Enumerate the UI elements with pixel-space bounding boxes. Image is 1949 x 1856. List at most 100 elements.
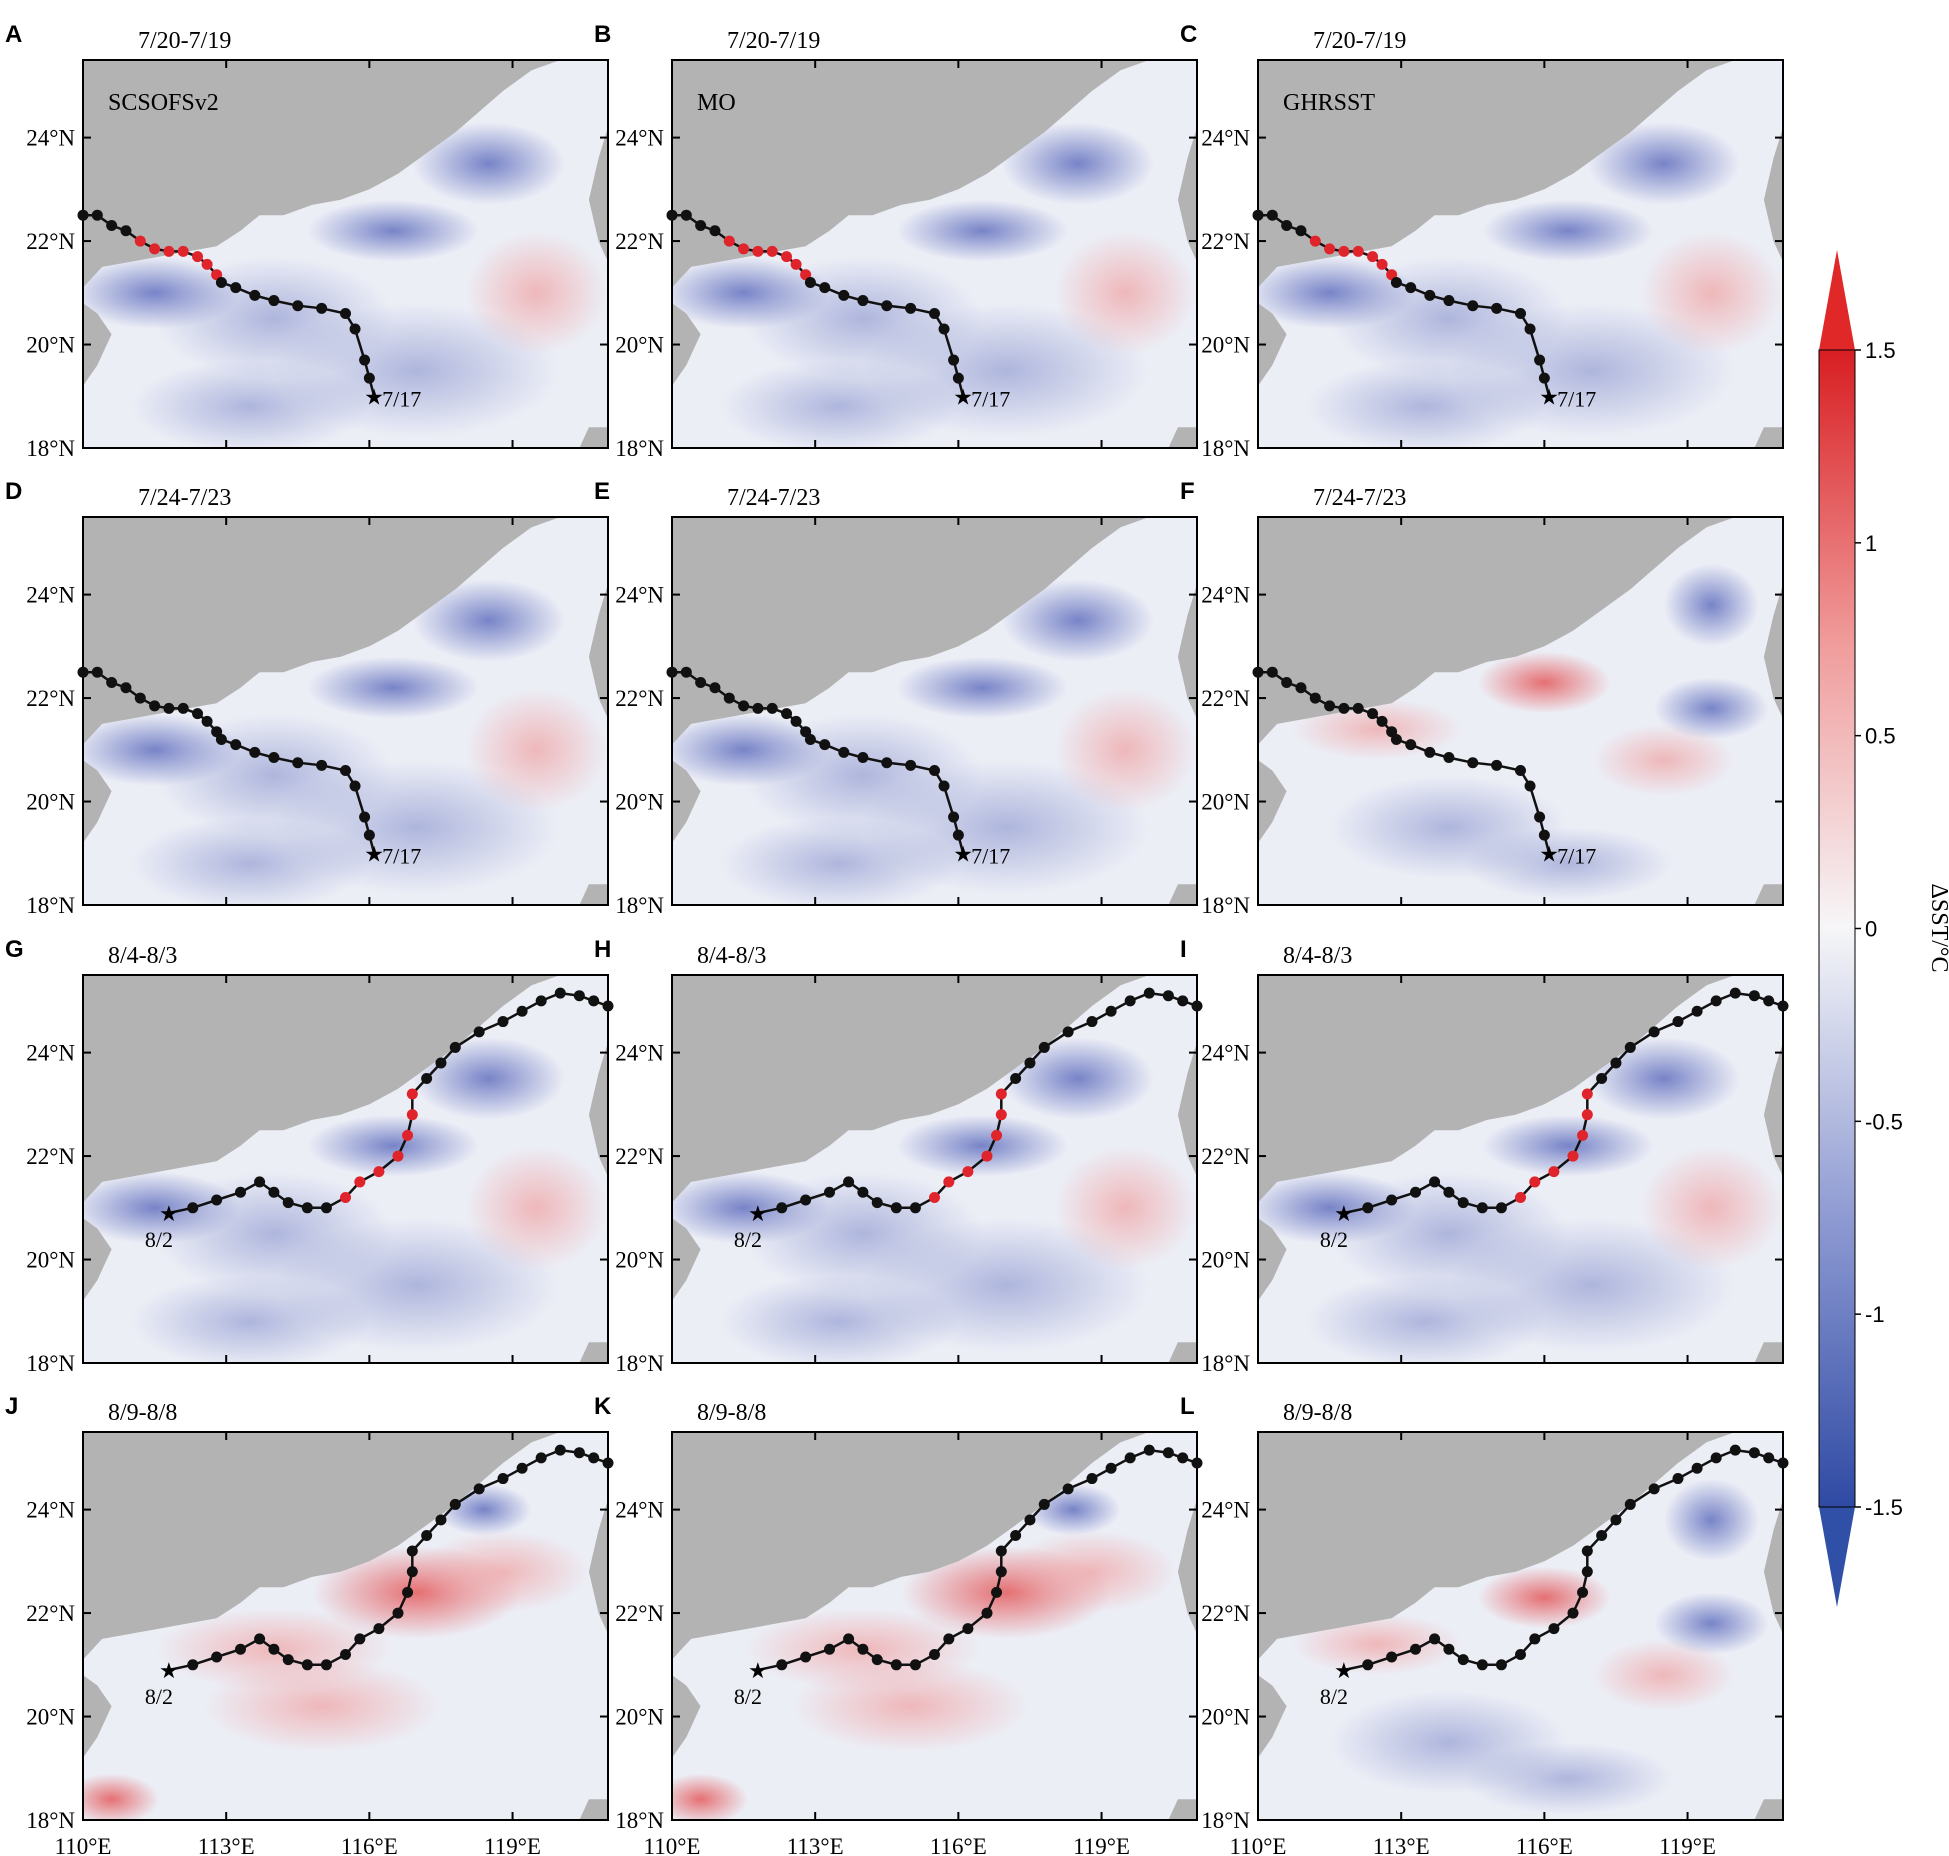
start-star-icon: ★ <box>953 384 973 409</box>
track-point <box>363 372 375 384</box>
anomaly-patch <box>464 687 608 812</box>
track-point <box>340 764 351 776</box>
track-point <box>766 245 778 257</box>
panel-letter: K <box>594 1393 612 1420</box>
map-frame <box>671 59 1198 449</box>
track-point <box>1443 295 1455 307</box>
lat-tick-label: 20°N <box>615 1248 664 1273</box>
track-point <box>790 715 802 727</box>
track-point <box>1390 276 1402 288</box>
track-point <box>991 1129 1003 1141</box>
track-point <box>1515 764 1526 776</box>
map-frame <box>671 516 1198 906</box>
track-point <box>1062 1483 1074 1495</box>
track-point <box>535 1452 547 1464</box>
track-point <box>1376 715 1388 727</box>
track-point <box>776 1659 788 1671</box>
track-point <box>680 209 692 221</box>
anomaly-patch <box>1001 579 1155 662</box>
track-point <box>1777 1457 1789 1469</box>
panel-letter: L <box>1180 1393 1195 1420</box>
track-point <box>1038 1498 1050 1510</box>
track-point <box>1124 995 1136 1007</box>
track-point <box>354 1633 366 1645</box>
dataset-label: SCSOFSv2 <box>108 90 219 116</box>
track-point <box>909 1659 921 1671</box>
colorbar-tick-label: 1.5 <box>1865 338 1896 363</box>
track-point <box>163 245 175 257</box>
track-point <box>871 1197 883 1209</box>
anomaly-patch <box>1654 1592 1769 1655</box>
anomaly-patch <box>412 579 566 662</box>
track-point <box>406 1109 418 1121</box>
track-point <box>1467 757 1479 769</box>
lat-tick-label: 22°N <box>615 686 664 711</box>
panel-f: 24°N 22°N 20°N 18°N F 7/24-7/23 ★7/17 <box>1180 478 1784 918</box>
anomaly-patch <box>1654 677 1769 740</box>
track-point <box>340 307 351 319</box>
track-point <box>962 1623 974 1635</box>
anomaly-patch <box>464 1145 608 1270</box>
colorbar-tick-label: 0.5 <box>1865 724 1896 749</box>
sst-anomaly-field <box>672 122 1197 448</box>
track-point <box>929 307 940 319</box>
track-point <box>1529 1176 1541 1188</box>
track-point <box>1610 1514 1622 1526</box>
track-point <box>282 1654 294 1666</box>
colorbar-tick-label: 1 <box>1865 531 1877 556</box>
track-point <box>177 702 189 714</box>
track-point <box>804 276 816 288</box>
track-point <box>1024 1514 1036 1526</box>
track-point <box>602 1457 614 1469</box>
anomaly-patch <box>1592 1638 1736 1712</box>
track-point <box>1548 1166 1560 1178</box>
track-point <box>249 746 261 758</box>
panel-letter: F <box>1180 478 1195 505</box>
track-point <box>995 1545 1007 1557</box>
anomaly-patch <box>1587 122 1741 205</box>
track-point <box>1338 245 1350 257</box>
track-point <box>320 1659 332 1671</box>
lon-tick-label: 116°E <box>1516 1834 1573 1856</box>
lat-tick-label: 24°N <box>26 1041 75 1066</box>
panel-d: 24°N 22°N 20°N 18°N D 7/24-7/23 ★7/17 <box>5 478 609 918</box>
track-point <box>230 282 242 294</box>
track-point <box>1352 245 1364 257</box>
track-point <box>929 1648 940 1660</box>
colorbar: 1.5 1 0.5 0 -0.5 -1 -1.5 ΔSST/°C <box>1818 250 1949 1607</box>
colorbar-tick-label: -0.5 <box>1865 1109 1903 1134</box>
track-point <box>1266 666 1278 678</box>
track-point <box>1309 235 1321 247</box>
anomaly-patch <box>202 1659 441 1753</box>
track-point <box>1748 1447 1760 1459</box>
track-point <box>1581 1088 1593 1100</box>
track-point <box>1515 1648 1526 1660</box>
sst-anomaly-field <box>83 122 608 448</box>
lat-tick-label: 18°N <box>615 1351 664 1376</box>
lon-tick-label: 113°E <box>787 1834 844 1856</box>
lat-tick-label: 18°N <box>26 1808 75 1833</box>
track-point <box>91 209 103 221</box>
track-point <box>948 811 960 823</box>
sst-anomaly-field <box>672 579 1197 905</box>
track-point <box>77 209 89 221</box>
start-star-icon: ★ <box>364 841 384 866</box>
map-frame <box>82 59 609 449</box>
date-label: 7/24-7/23 <box>727 485 820 511</box>
date-label: 7/20-7/19 <box>1313 28 1406 54</box>
date-label: 8/9-8/8 <box>108 1400 177 1426</box>
track-point <box>680 666 692 678</box>
start-date-label: 8/2 <box>1320 1684 1348 1709</box>
track-point <box>421 1072 433 1084</box>
track-point <box>1362 1659 1374 1671</box>
track-point <box>120 682 132 694</box>
track-point <box>588 995 600 1007</box>
start-date-label: 8/2 <box>734 1684 762 1709</box>
lat-tick-label: 18°N <box>1201 1351 1250 1376</box>
panel-letter: B <box>594 21 611 48</box>
track-point <box>1648 1483 1660 1495</box>
start-date-label: 7/17 <box>382 843 421 868</box>
lat-tick-label: 20°N <box>1201 1705 1250 1730</box>
anomaly-patch <box>130 360 370 448</box>
track-point <box>1495 1202 1507 1214</box>
